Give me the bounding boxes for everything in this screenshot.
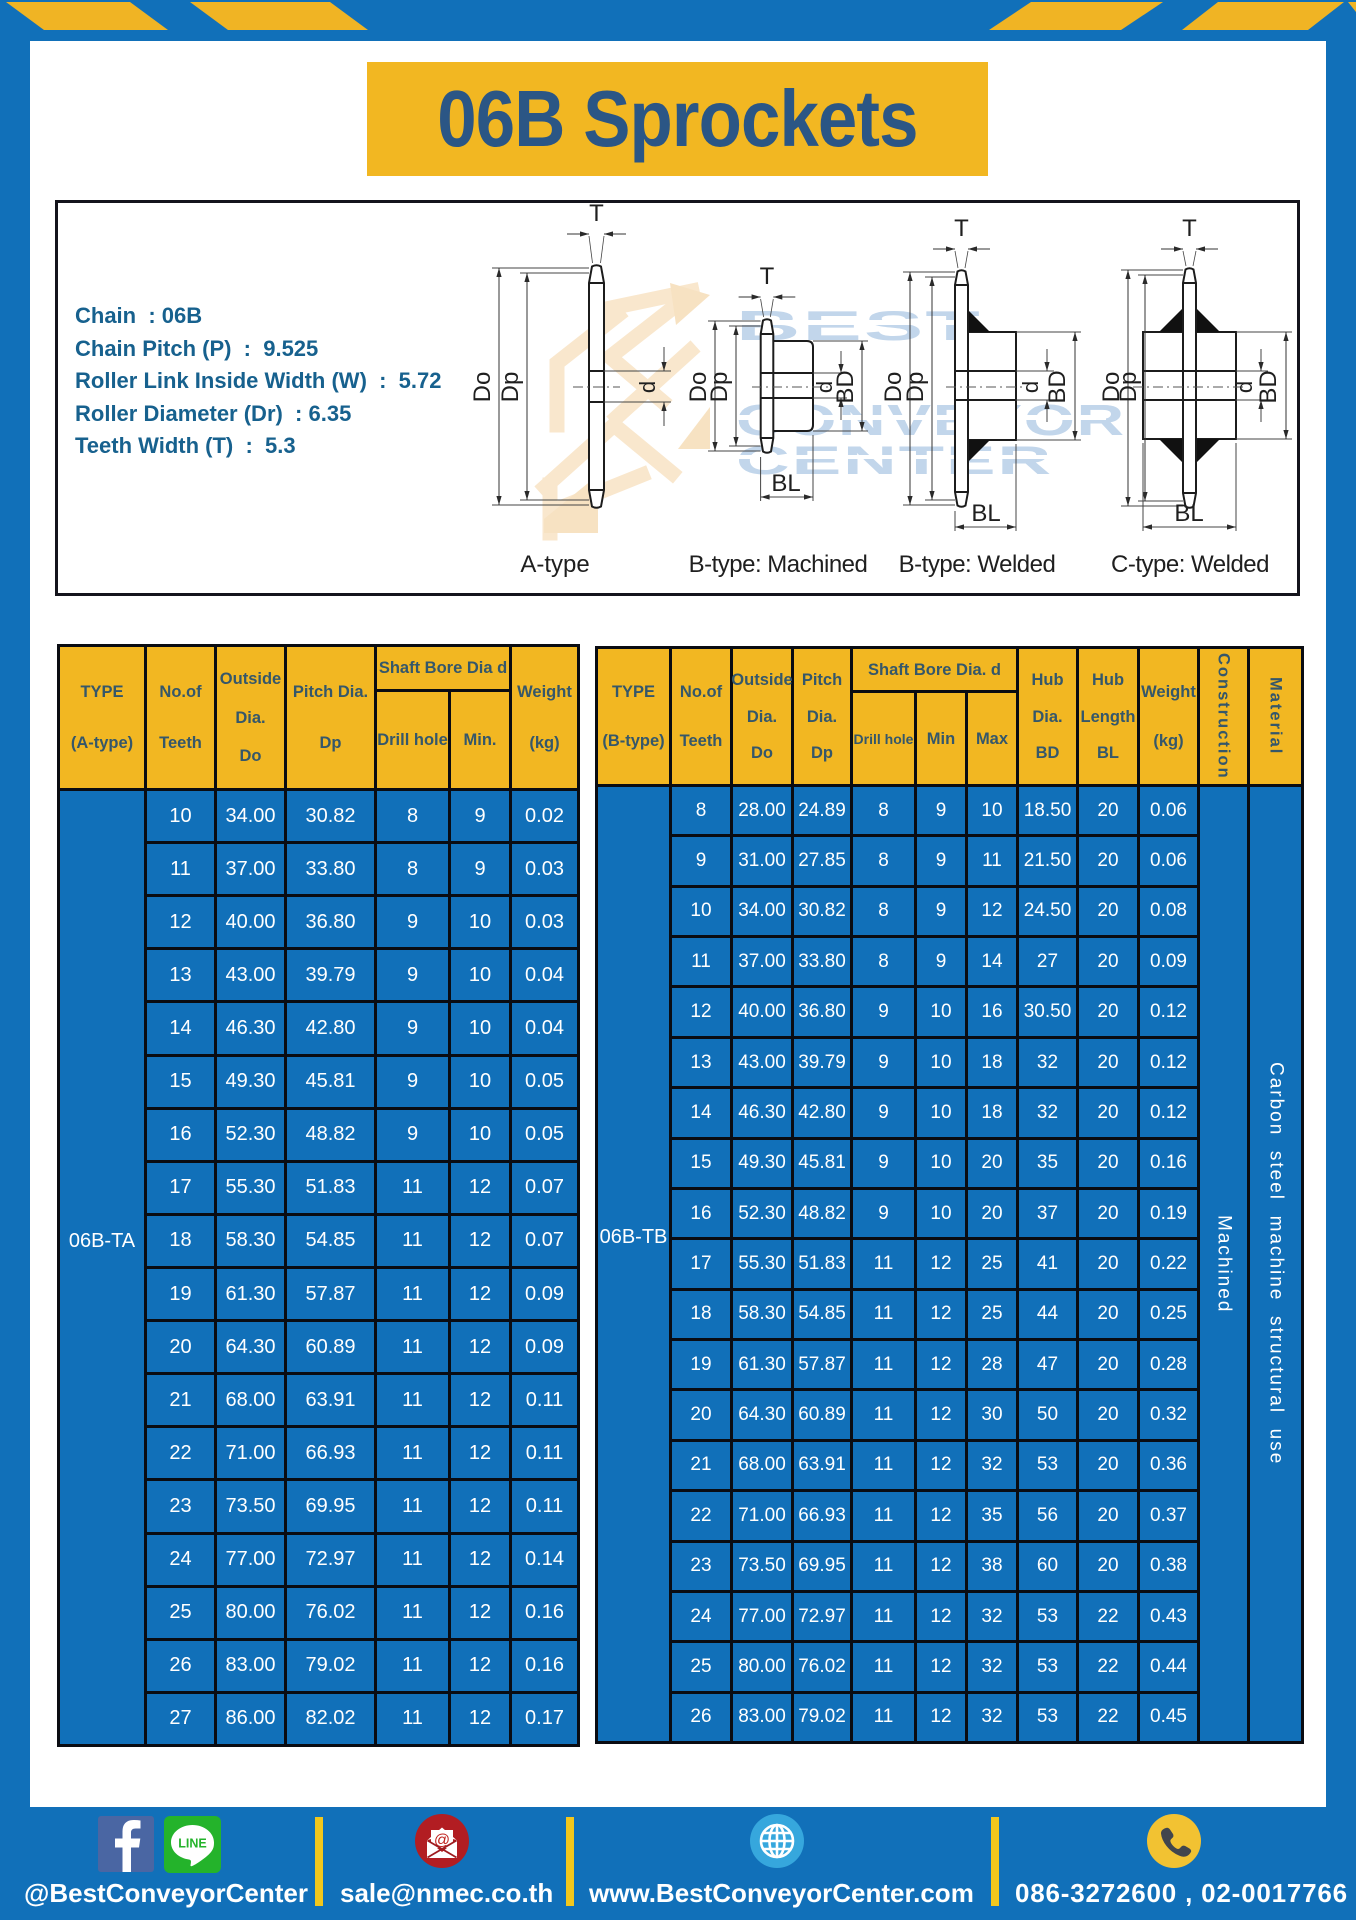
svg-text:Do: Do: [685, 372, 712, 403]
svg-text:A-type: A-type: [520, 551, 589, 578]
svg-text:@: @: [434, 1832, 450, 1849]
svg-text:Do: Do: [469, 372, 496, 403]
svg-text:Dp: Dp: [706, 372, 733, 403]
svg-text:d: d: [812, 381, 837, 393]
svg-text:B-type: Machined: B-type: Machined: [689, 551, 868, 578]
svg-text:BD: BD: [832, 370, 859, 403]
svg-text:d: d: [635, 381, 660, 393]
svg-text:CENTER: CENTER: [736, 438, 1053, 483]
svg-text:Do: Do: [1098, 372, 1125, 403]
svg-text:Dp: Dp: [1115, 372, 1142, 403]
svg-text:BL: BL: [1174, 500, 1203, 527]
svg-text:Dp: Dp: [497, 372, 524, 403]
svg-text:B-type: Welded: B-type: Welded: [899, 551, 1056, 578]
svg-text:d: d: [1018, 381, 1043, 393]
svg-text:T: T: [760, 263, 775, 290]
svg-text:C-type: Welded: C-type: Welded: [1111, 551, 1269, 578]
svg-text:BD: BD: [1044, 370, 1071, 403]
svg-text:d: d: [1232, 381, 1257, 393]
svg-text:T: T: [954, 215, 969, 242]
svg-text:Do: Do: [880, 372, 907, 403]
svg-text:LINE: LINE: [178, 1837, 206, 1851]
svg-text:T: T: [589, 203, 604, 227]
svg-text:BL: BL: [971, 500, 1000, 527]
svg-text:Dp: Dp: [902, 372, 929, 403]
svg-text:BL: BL: [771, 470, 800, 497]
svg-text:BD: BD: [1255, 370, 1282, 403]
svg-text:T: T: [1182, 215, 1197, 242]
